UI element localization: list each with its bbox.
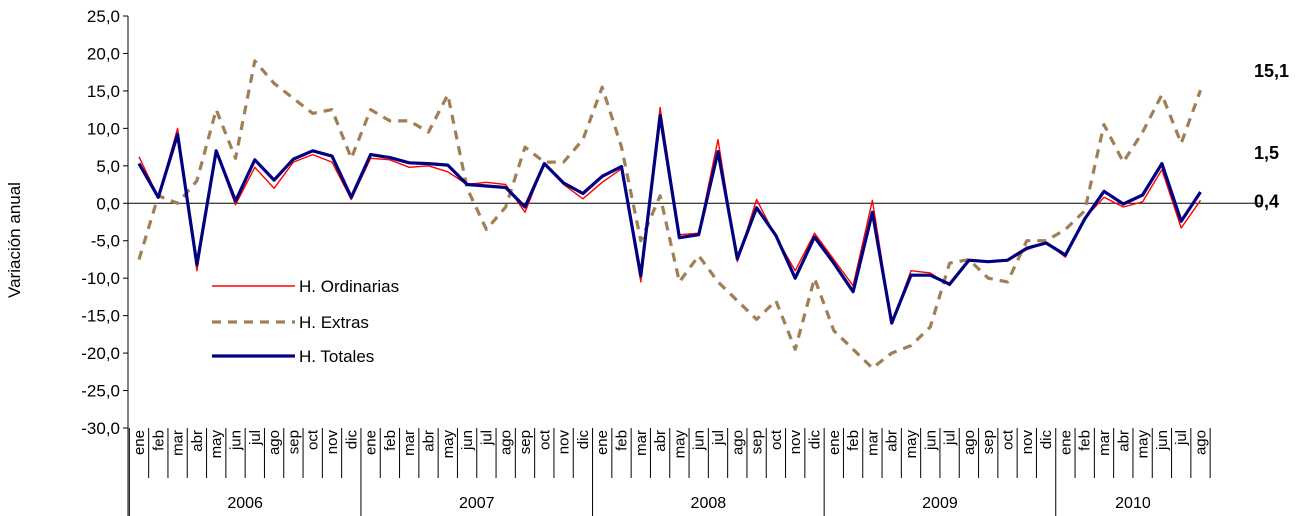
y-tick-label: -30,0: [81, 419, 120, 438]
month-label: jun: [228, 430, 245, 451]
month-label: oct: [536, 429, 553, 450]
month-label: abr: [652, 430, 669, 452]
month-label: ago: [498, 430, 515, 455]
month-label: mar: [170, 430, 187, 456]
month-label: ago: [961, 430, 978, 455]
month-label: sep: [285, 430, 302, 454]
month-label: may: [903, 430, 920, 459]
month-label: feb: [382, 430, 399, 451]
y-tick-label: -15,0: [81, 307, 120, 326]
month-label: feb: [614, 430, 631, 451]
month-label: dic: [807, 430, 824, 450]
month-label: ene: [826, 430, 843, 455]
month-label: mar: [401, 430, 418, 456]
month-label: oct: [305, 429, 322, 450]
month-label: nov: [556, 430, 573, 455]
month-label: ago: [729, 430, 746, 455]
month-label: jun: [922, 430, 939, 451]
y-tick-label: 20,0: [87, 44, 120, 63]
month-label: abr: [421, 430, 438, 452]
legend: H. Ordinarias H. Extras H. Totales: [212, 277, 399, 366]
end-label: 0,4: [1254, 191, 1279, 211]
month-label: feb: [1077, 430, 1094, 451]
series-lines: [137, 59, 1203, 370]
month-label: jul: [1173, 430, 1190, 446]
y-tick-label: 25,0: [87, 7, 120, 26]
month-label: feb: [150, 430, 167, 451]
month-label: jul: [710, 430, 727, 446]
month-label: may: [440, 430, 457, 459]
y-axis-label: Variación anual: [5, 182, 24, 298]
y-tick-label: 15,0: [87, 82, 120, 101]
month-label: ago: [266, 430, 283, 455]
end-labels: 0,4 15,1 1,5: [1254, 61, 1289, 211]
year-label: 2007: [459, 495, 495, 512]
y-tick-label: 10,0: [87, 119, 120, 138]
month-label: abr: [189, 430, 206, 452]
month-label: oct: [1000, 429, 1017, 450]
month-label: ene: [1057, 430, 1074, 455]
series-line-h-totales: [137, 113, 1202, 325]
end-label: 1,5: [1254, 143, 1279, 163]
month-label: sep: [749, 430, 766, 454]
month-label: dic: [575, 430, 592, 450]
month-label: jun: [459, 430, 476, 451]
month-label: feb: [845, 430, 862, 451]
y-tick-label: -5,0: [91, 232, 120, 251]
month-label: abr: [884, 430, 901, 452]
month-label: ago: [1193, 430, 1210, 455]
month-label: may: [671, 430, 688, 459]
month-label: jun: [691, 430, 708, 451]
month-label: ene: [363, 430, 380, 455]
axes-group: -30,0 -25,0 -20,0 -15,0 -10,0 -5,0 0,0 5,0 10,0 1…: [81, 7, 1262, 516]
year-label: 2006: [227, 495, 263, 512]
y-tick-label: 0,0: [96, 194, 120, 213]
month-label: jun: [1154, 430, 1171, 451]
month-label: mar: [864, 430, 881, 456]
month-label: mar: [633, 430, 650, 456]
end-label: 15,1: [1254, 61, 1289, 81]
month-label: jul: [942, 430, 959, 446]
y-tick-label: -20,0: [81, 344, 120, 363]
month-label: jul: [247, 430, 264, 446]
month-label: may: [1135, 430, 1152, 459]
month-label: mar: [1096, 430, 1113, 456]
legend-label: H. Ordinarias: [299, 277, 399, 296]
month-label: ene: [594, 430, 611, 455]
month-label: abr: [1115, 430, 1132, 452]
month-label: dic: [343, 430, 360, 450]
legend-label: H. Extras: [299, 313, 369, 332]
month-label: ene: [131, 430, 148, 455]
legend-label: H. Totales: [299, 347, 374, 366]
year-label: 2008: [691, 495, 727, 512]
year-label: 2010: [1115, 495, 1151, 512]
y-tick-label: 5,0: [96, 157, 120, 176]
month-label: dic: [1038, 430, 1055, 450]
month-label: sep: [980, 430, 997, 454]
month-label: oct: [768, 429, 785, 450]
y-tick-label: -25,0: [81, 382, 120, 401]
year-label: 2009: [922, 495, 958, 512]
month-label: nov: [1019, 430, 1036, 455]
month-label: jul: [478, 430, 495, 446]
month-label: nov: [787, 430, 804, 455]
y-tick-label: -10,0: [81, 269, 120, 288]
month-label: nov: [324, 430, 341, 455]
month-label: may: [208, 430, 225, 459]
series-line-h-extras: [137, 59, 1203, 370]
month-label: sep: [517, 430, 534, 454]
